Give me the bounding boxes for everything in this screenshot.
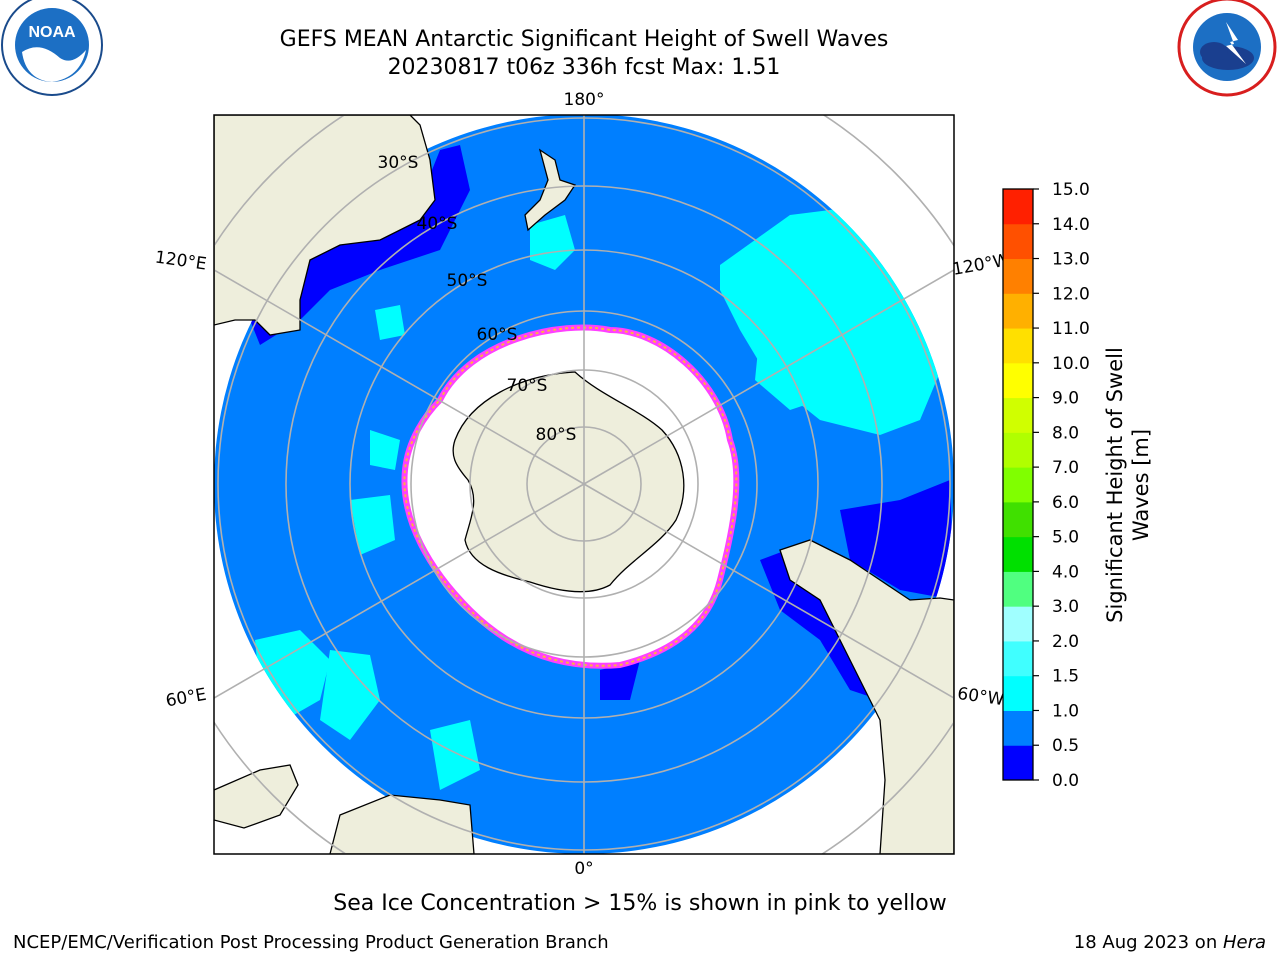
credit-text: NCEP/EMC/Verification Post Processing Pr… — [13, 932, 609, 953]
colorbar-tick-label: 1.0 — [1052, 701, 1079, 721]
colorbar-segment — [1003, 189, 1033, 225]
colorbar-tick-label: 0.0 — [1052, 771, 1079, 791]
colorbar-tick-label: 4.0 — [1052, 562, 1079, 582]
colorbar-tick-label: 13.0 — [1052, 250, 1090, 270]
colorbar-segment — [1003, 745, 1033, 781]
colorbar-label: Significant Height of Swell Waves [m] — [1103, 347, 1153, 623]
colorbar-frame — [1002, 188, 1034, 781]
colorbar-segment — [1003, 467, 1033, 503]
colorbar-tick-label: 12.0 — [1052, 284, 1090, 304]
colorbar-segment — [1003, 501, 1033, 538]
sea-ice-caption: Sea Ice Concentration > 15% is shown in … — [333, 891, 947, 916]
colorbar-segment — [1003, 571, 1033, 607]
colorbar-tick-label: 15.0 — [1052, 180, 1090, 200]
lon-label-120e: 120°E — [154, 248, 208, 275]
colorbar-tick-label: 0.5 — [1052, 736, 1079, 756]
colorbar-segment — [1003, 362, 1033, 399]
colorbar-segment — [1003, 258, 1033, 294]
colorbar-segment — [1003, 536, 1033, 572]
colorbar-tick-label: 5.0 — [1052, 528, 1079, 548]
chart-title: GEFS MEAN Antarctic Significant Height o… — [279, 27, 889, 52]
nws-logo — [1177, 0, 1277, 97]
colorbar-tick-label: 8.0 — [1052, 423, 1079, 443]
lat-label-60s: 60°S — [477, 325, 518, 345]
africa-land — [329, 794, 475, 854]
longitude-gridlines — [214, 115, 954, 854]
lat-label-80s: 80°S — [536, 425, 577, 445]
lon-label-60e: 60°E — [164, 685, 208, 712]
swell-patch-australia-coast — [250, 145, 470, 345]
antarctica-land — [452, 371, 685, 593]
new-zealand-land — [524, 148, 577, 232]
lat-label-30s: 30°S — [378, 153, 419, 173]
colorbar-tick-label: 9.0 — [1052, 389, 1079, 409]
colorbar-segment — [1003, 293, 1033, 329]
madagascar-land — [214, 764, 299, 829]
chart-subtitle: 20230817 t06z 336h fcst Max: 1.51 — [387, 55, 781, 80]
colorbar-segment — [1003, 223, 1033, 260]
colorbar-segment — [1003, 328, 1033, 364]
colorbar-tick-label: 14.0 — [1052, 215, 1090, 235]
run-machine: Hera — [1222, 932, 1266, 953]
lat-label-50s: 50°S — [447, 271, 488, 291]
colorbar-segment — [1003, 640, 1033, 677]
colorbar-tick-label: 11.0 — [1052, 319, 1090, 339]
run-date-text: 18 Aug 2023 on — [1073, 932, 1223, 953]
colorbar-segment — [1003, 675, 1033, 711]
colorbar-tick-label: 1.5 — [1052, 667, 1079, 687]
south-america-land — [779, 539, 954, 854]
lat-label-40s: 40°S — [417, 214, 458, 234]
colorbar-segment — [1003, 710, 1033, 746]
map-frame — [213, 114, 955, 855]
colorbar-tick-label: 3.0 — [1052, 597, 1079, 617]
noaa-logo-text: NOAA — [28, 24, 76, 41]
lon-label-60w: 60°W — [956, 684, 1005, 710]
colorbar-segment — [1003, 397, 1033, 433]
colorbar-tick-label: 2.0 — [1052, 632, 1079, 652]
lon-label-0: 0° — [574, 859, 593, 879]
noaa-logo: NOAA — [1, 0, 103, 96]
lon-label-180: 180° — [564, 90, 605, 110]
colorbar-tick-label: 7.0 — [1052, 458, 1079, 478]
colorbar-tick-label: 6.0 — [1052, 493, 1079, 513]
lat-label-70s: 70°S — [507, 376, 548, 396]
colorbar-segment — [1003, 432, 1033, 468]
colorbar-segment — [1003, 606, 1033, 642]
map-area — [214, 115, 954, 854]
colorbar-tick-label: 10.0 — [1052, 354, 1090, 374]
colorbar: 0.0 0.5 1.0 1.5 2.0 3.0 4.0 5.0 6.0 7.0 8.0 9.0 10.0… — [1002, 180, 1090, 791]
run-date: 18 Aug 2023 on Hera — [1074, 932, 1266, 953]
